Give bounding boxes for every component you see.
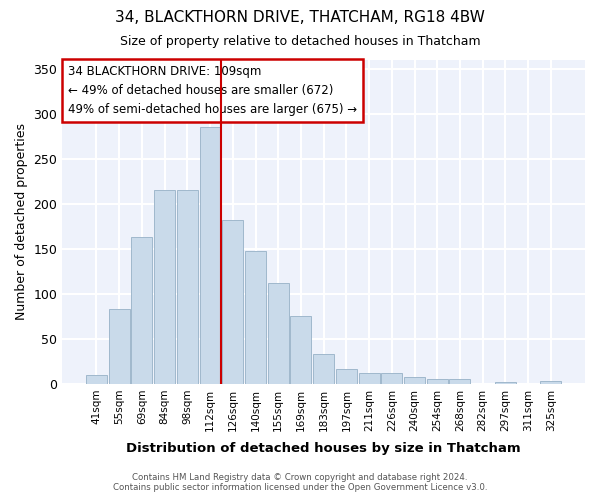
Bar	[86, 375, 107, 384]
Text: Size of property relative to detached houses in Thatcham: Size of property relative to detached ho…	[119, 35, 481, 48]
Bar	[313, 354, 334, 384]
Bar	[290, 316, 311, 384]
Bar	[177, 190, 198, 384]
Bar	[449, 380, 470, 384]
Bar	[382, 373, 402, 384]
Y-axis label: Number of detached properties: Number of detached properties	[15, 124, 28, 320]
Bar	[404, 376, 425, 384]
Text: 34, BLACKTHORN DRIVE, THATCHAM, RG18 4BW: 34, BLACKTHORN DRIVE, THATCHAM, RG18 4BW	[115, 10, 485, 25]
Bar	[268, 283, 289, 384]
Bar	[495, 382, 516, 384]
Bar	[200, 128, 221, 384]
Bar	[336, 368, 357, 384]
Bar	[427, 380, 448, 384]
Bar	[131, 237, 152, 384]
Bar	[223, 220, 243, 384]
Text: 34 BLACKTHORN DRIVE: 109sqm
← 49% of detached houses are smaller (672)
49% of se: 34 BLACKTHORN DRIVE: 109sqm ← 49% of det…	[68, 65, 356, 116]
Bar	[359, 373, 380, 384]
Bar	[245, 250, 266, 384]
Text: Contains HM Land Registry data © Crown copyright and database right 2024.
Contai: Contains HM Land Registry data © Crown c…	[113, 473, 487, 492]
Bar	[154, 190, 175, 384]
Bar	[541, 381, 561, 384]
X-axis label: Distribution of detached houses by size in Thatcham: Distribution of detached houses by size …	[127, 442, 521, 455]
Bar	[109, 309, 130, 384]
